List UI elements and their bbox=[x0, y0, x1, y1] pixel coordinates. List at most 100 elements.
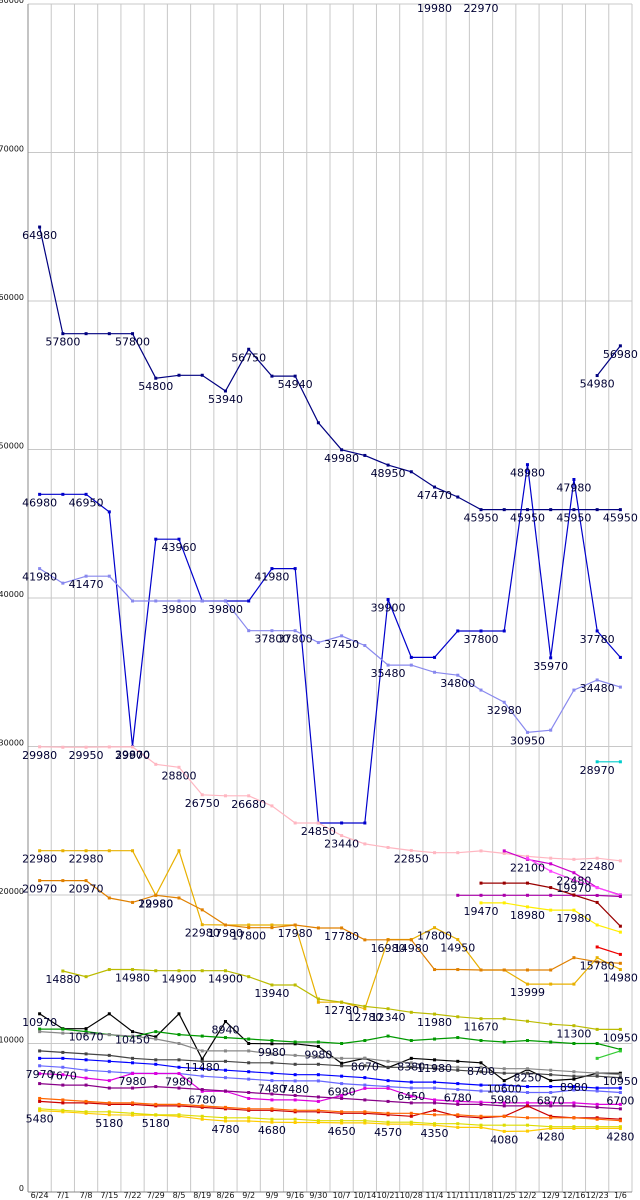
data-point bbox=[433, 851, 437, 855]
data-point bbox=[572, 1104, 576, 1108]
data-point bbox=[595, 1126, 599, 1130]
data-label: 7980 bbox=[119, 1075, 147, 1088]
x-tick-label: 7/8 bbox=[80, 1191, 93, 1200]
data-point bbox=[340, 926, 344, 930]
data-label: 4780 bbox=[211, 1123, 239, 1136]
data-label: 9980 bbox=[258, 1046, 286, 1059]
data-point bbox=[595, 1027, 599, 1031]
data-label: 6780 bbox=[188, 1093, 216, 1106]
data-point bbox=[293, 1093, 297, 1097]
data-label: 17980 bbox=[278, 927, 313, 940]
data-point bbox=[618, 1086, 622, 1090]
data-point bbox=[38, 1049, 42, 1053]
data-point bbox=[479, 1100, 483, 1104]
data-point bbox=[456, 1082, 460, 1086]
data-point bbox=[456, 1015, 460, 1019]
data-point bbox=[61, 1083, 65, 1087]
data-point bbox=[270, 1061, 274, 1065]
data-point bbox=[479, 1114, 483, 1118]
data-point bbox=[618, 930, 622, 934]
data-point bbox=[293, 1062, 297, 1066]
data-point bbox=[107, 968, 111, 972]
data-point bbox=[386, 1085, 390, 1089]
data-point bbox=[502, 881, 506, 885]
data-point bbox=[549, 1104, 553, 1108]
data-point bbox=[270, 1052, 274, 1056]
data-point bbox=[154, 893, 158, 897]
data-label: 18980 bbox=[510, 909, 545, 922]
data-point bbox=[502, 1129, 506, 1133]
data-point bbox=[61, 849, 65, 853]
data-point bbox=[502, 1083, 506, 1087]
x-tick-label: 8/5 bbox=[173, 1191, 186, 1200]
data-label: 22850 bbox=[394, 852, 429, 865]
data-point bbox=[316, 641, 320, 645]
data-point bbox=[363, 1039, 367, 1043]
data-point bbox=[595, 1042, 599, 1045]
series-group bbox=[38, 225, 622, 1133]
data-point bbox=[618, 685, 622, 689]
data-point bbox=[316, 1044, 320, 1048]
y-tick-label: 20000 bbox=[0, 887, 24, 896]
data-point bbox=[502, 1104, 506, 1108]
data-point bbox=[38, 1107, 42, 1111]
data-label: 8940 bbox=[211, 1024, 239, 1037]
data-point bbox=[572, 857, 576, 861]
data-point bbox=[316, 1055, 320, 1059]
data-point bbox=[549, 1068, 553, 1072]
data-point bbox=[525, 1085, 529, 1089]
data-label: 17800 bbox=[417, 930, 452, 943]
data-point bbox=[479, 1123, 483, 1127]
data-point bbox=[61, 879, 65, 883]
data-label: 45950 bbox=[464, 512, 499, 525]
data-label: 8250 bbox=[513, 1071, 541, 1084]
data-point bbox=[549, 1079, 553, 1083]
data-point bbox=[618, 760, 622, 764]
data-point bbox=[409, 1010, 413, 1014]
series-line bbox=[39, 1072, 621, 1106]
data-point bbox=[340, 1093, 344, 1097]
data-point bbox=[525, 1067, 529, 1071]
data-label: 57800 bbox=[45, 336, 80, 349]
data-point bbox=[270, 1098, 274, 1102]
data-point bbox=[107, 1086, 111, 1090]
data-point bbox=[131, 849, 135, 853]
data-point bbox=[363, 842, 367, 846]
data-label: 34480 bbox=[580, 682, 615, 695]
data-point bbox=[363, 644, 367, 648]
data-point bbox=[316, 1099, 320, 1103]
y-tick-label: 80000 bbox=[0, 0, 24, 5]
data-point bbox=[409, 1114, 413, 1118]
x-tick-label: 9/9 bbox=[265, 1191, 278, 1200]
data-point bbox=[363, 938, 367, 942]
data-point bbox=[154, 1102, 158, 1106]
data-point bbox=[525, 905, 529, 909]
data-point bbox=[572, 893, 576, 897]
data-label: 4680 bbox=[258, 1124, 286, 1137]
data-point bbox=[618, 655, 622, 659]
data-point bbox=[525, 1091, 529, 1095]
data-point bbox=[479, 688, 483, 692]
data-label: 48980 bbox=[510, 467, 545, 480]
data-label: 28970 bbox=[580, 764, 615, 777]
data-point bbox=[61, 745, 65, 749]
data-point bbox=[433, 1122, 437, 1126]
data-point bbox=[502, 1089, 506, 1093]
data-point bbox=[386, 463, 390, 467]
data-point bbox=[525, 1019, 529, 1023]
data-label: 37450 bbox=[324, 638, 359, 651]
data-label: 37780 bbox=[580, 633, 615, 646]
data-point bbox=[316, 1121, 320, 1125]
data-point bbox=[84, 1058, 88, 1062]
data-point bbox=[177, 1033, 181, 1037]
data-label: 22980 bbox=[22, 853, 57, 866]
data-point bbox=[595, 760, 599, 764]
data-label: 41980 bbox=[254, 571, 289, 584]
data-point bbox=[131, 1056, 135, 1060]
data-label: 17980 bbox=[556, 912, 591, 925]
series-line bbox=[597, 946, 621, 955]
data-point bbox=[131, 1086, 135, 1090]
data-point bbox=[38, 1027, 42, 1031]
data-point bbox=[525, 1071, 529, 1075]
